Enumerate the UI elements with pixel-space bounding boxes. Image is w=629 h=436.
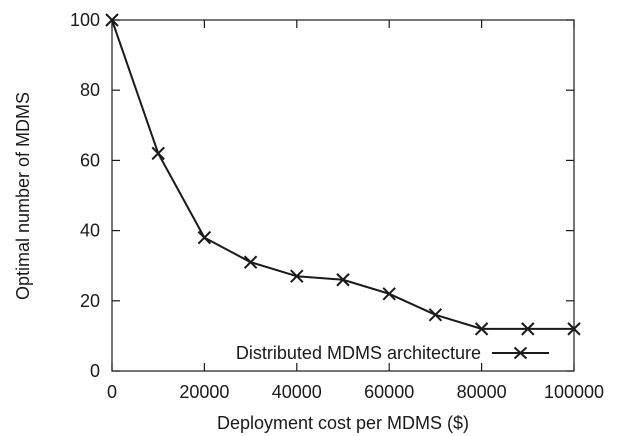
- x-tick-label: 60000: [364, 382, 414, 402]
- plot-frame: [111, 19, 575, 372]
- x-tick-label: 40000: [272, 382, 322, 402]
- x-tick-label: 100000: [544, 382, 604, 402]
- y-axis: 0 20 40 60 80 100: [70, 10, 574, 381]
- y-tick-label: 20: [80, 291, 100, 311]
- x-tick-label: 20000: [179, 382, 229, 402]
- data-point-marker: [567, 322, 581, 336]
- data-point-marker: [151, 146, 165, 161]
- y-tick-label: 40: [80, 221, 100, 241]
- series-line: [111, 19, 574, 330]
- data-point-marker: [290, 269, 304, 283]
- y-tick-label: 60: [80, 150, 100, 170]
- data-point-marker: [521, 322, 535, 336]
- y-tick-label: 80: [80, 80, 100, 100]
- data-point-marker: [474, 322, 489, 336]
- data-point-marker: [197, 230, 212, 245]
- data-point-marker: [428, 308, 443, 322]
- x-tick-label: 80000: [457, 382, 507, 402]
- series-group: [105, 13, 581, 336]
- data-point-marker: [243, 255, 258, 269]
- y-tick-label: 0: [90, 361, 100, 381]
- data-point-marker: [382, 287, 396, 301]
- y-axis-title: Optimal number of MDMS: [13, 92, 33, 300]
- x-tick-label: 0: [107, 382, 117, 402]
- legend-label: Distributed MDMS architecture: [236, 343, 481, 363]
- x-axis-title: Deployment cost per MDMS ($): [217, 413, 469, 433]
- y-tick-label: 100: [70, 10, 100, 30]
- x-axis: 0 20000 40000 60000 80000 100000: [107, 20, 604, 402]
- data-point-marker: [105, 13, 119, 27]
- legend-marker-sample: [513, 346, 528, 360]
- legend: Distributed MDMS architecture: [236, 343, 549, 363]
- data-point-marker: [336, 273, 350, 287]
